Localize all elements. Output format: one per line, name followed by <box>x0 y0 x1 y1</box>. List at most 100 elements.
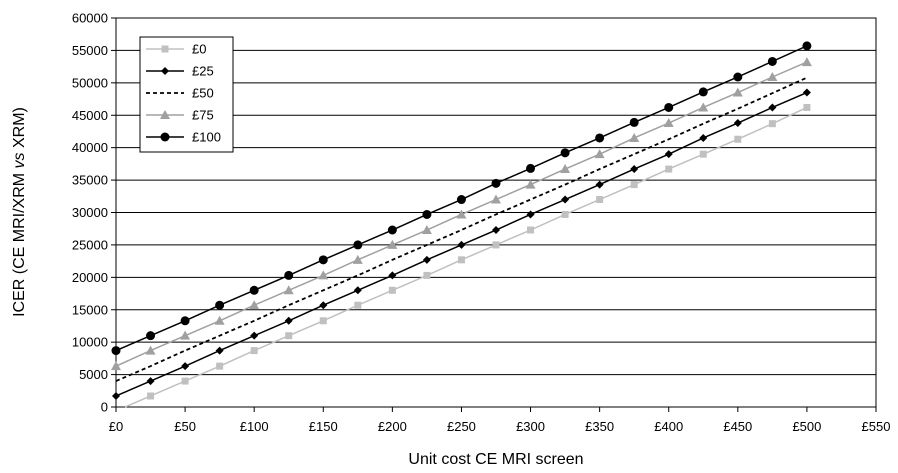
data-point <box>456 195 466 205</box>
x-axis-tick-labels: £0 £50 £100 £150 £200 £250 £300 £350 £400 £450 £50… <box>109 419 891 434</box>
data-point <box>421 225 432 235</box>
data-point <box>318 270 329 280</box>
series-0 <box>124 103 811 408</box>
data-point <box>699 150 707 158</box>
legend-label: £25 <box>192 64 214 79</box>
x-tick-label: £250 <box>447 419 476 434</box>
data-point <box>422 209 432 219</box>
data-point <box>801 57 812 67</box>
data-point <box>560 164 571 174</box>
gridlines <box>116 49 876 376</box>
data-point <box>250 347 258 355</box>
y-tick-label: 60000 <box>72 11 108 26</box>
y-tick-label: 15000 <box>72 302 108 317</box>
data-point <box>112 391 120 400</box>
data-point <box>561 195 570 204</box>
axes <box>111 17 877 412</box>
data-point <box>180 330 191 340</box>
series-1 <box>112 88 811 400</box>
data-point <box>629 132 640 142</box>
y-tick-label: 30000 <box>72 205 108 220</box>
legend-label: £50 <box>192 86 214 101</box>
data-point <box>767 71 778 81</box>
data-point <box>284 270 294 280</box>
x-tick-label: £50 <box>174 419 196 434</box>
data-point <box>457 256 465 264</box>
data-point <box>214 315 225 325</box>
data-point <box>353 240 363 250</box>
legend-box <box>139 36 234 153</box>
data-point <box>353 286 362 295</box>
data-point <box>215 300 225 310</box>
data-point <box>802 88 811 97</box>
series-layer <box>111 41 812 408</box>
data-point <box>561 210 569 218</box>
data-point <box>492 226 500 235</box>
x-tick-label: £100 <box>240 419 269 434</box>
y-tick-label: 35000 <box>72 173 108 188</box>
data-point <box>492 241 500 249</box>
data-point <box>181 377 189 385</box>
data-point <box>456 209 467 219</box>
x-tick-label: £550 <box>862 419 891 434</box>
y-axis-tick-labels: 0 5000 10000 15000 20000 25000 30000 35000 40000… <box>72 11 108 415</box>
x-tick-label: £350 <box>585 419 614 434</box>
y-tick-label: 10000 <box>72 335 108 350</box>
data-point <box>160 110 170 119</box>
data-point <box>111 361 121 371</box>
x-tick-label: £200 <box>378 419 407 434</box>
data-point <box>525 179 536 189</box>
y-tick-label: 40000 <box>72 140 108 155</box>
data-point <box>595 133 605 143</box>
x-tick-label: £400 <box>654 419 683 434</box>
data-point <box>595 180 604 189</box>
data-point <box>802 41 812 51</box>
data-point <box>215 346 224 355</box>
x-tick-label: £450 <box>723 419 752 434</box>
data-point <box>249 300 260 310</box>
data-point <box>387 225 397 235</box>
x-tick-label: £150 <box>309 419 338 434</box>
data-point <box>630 181 638 189</box>
y-tick-label: 25000 <box>72 237 108 252</box>
data-point <box>457 240 466 249</box>
y-axis-title-post: XRM) <box>11 107 28 152</box>
data-point <box>387 239 398 249</box>
series-3 <box>111 57 812 371</box>
data-point <box>146 331 156 341</box>
data-point <box>319 301 328 310</box>
data-point <box>768 120 776 128</box>
data-point <box>147 392 155 400</box>
data-point <box>664 102 674 112</box>
data-point <box>423 271 431 279</box>
data-point <box>596 196 604 204</box>
data-point <box>629 117 639 127</box>
data-point <box>160 132 170 142</box>
data-point <box>526 210 535 219</box>
data-point <box>491 178 501 188</box>
y-tick-label: 0 <box>101 400 108 415</box>
data-point <box>698 87 708 97</box>
data-point <box>352 254 363 264</box>
data-point <box>161 45 169 53</box>
y-tick-label: 20000 <box>72 270 108 285</box>
data-point <box>285 332 293 340</box>
data-point <box>733 72 743 82</box>
data-point <box>318 255 328 265</box>
data-point <box>527 226 535 234</box>
series-4 <box>111 41 812 356</box>
data-point <box>699 133 708 142</box>
x-tick-label: £500 <box>792 419 821 434</box>
data-point <box>250 331 259 340</box>
data-point <box>526 163 536 173</box>
x-tick-label: £300 <box>516 419 545 434</box>
data-point <box>767 56 777 66</box>
data-point <box>181 362 190 371</box>
y-tick-label: 5000 <box>79 367 108 382</box>
y-axis-title-pre: ICER (CE MRI/XRM <box>11 168 28 316</box>
legend-label: £0 <box>192 42 206 57</box>
data-point <box>663 118 674 128</box>
data-point <box>216 362 224 370</box>
data-point <box>145 345 156 355</box>
